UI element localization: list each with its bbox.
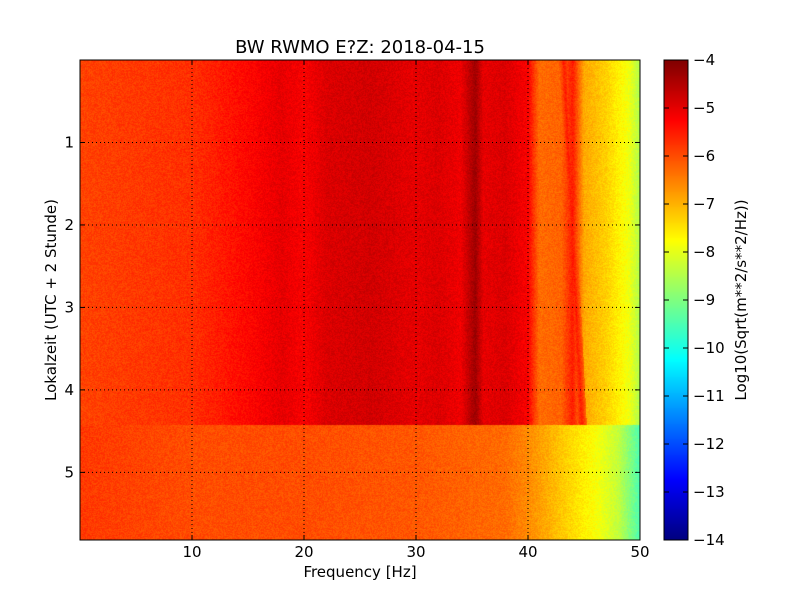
- spectrogram-heatmap: [80, 60, 640, 540]
- chart-title: BW RWMO E?Z: 2018-04-15: [235, 37, 485, 58]
- y-axis: 1 2 3 4 5: [64, 133, 640, 481]
- y-tick-label: 5: [64, 463, 74, 481]
- colorbar-tick-label: −8: [693, 243, 715, 261]
- y-tick-label: 4: [64, 381, 74, 399]
- x-tick-label: 20: [294, 543, 313, 561]
- y-axis-label: Lokalzeit (UTC + 2 Stunde): [42, 199, 60, 401]
- colorbar-label: Log10(Sqrt(m**2/s**2/Hz)): [732, 199, 750, 400]
- colorbar-tick-label: −14: [693, 531, 725, 549]
- colorbar-tick-label: −13: [693, 483, 725, 501]
- colorbar-tick-label: −10: [693, 339, 725, 357]
- x-tick-label: 50: [630, 543, 649, 561]
- x-tick-label: 30: [406, 543, 425, 561]
- x-axis-label: Frequency [Hz]: [303, 563, 416, 581]
- y-tick-label: 3: [64, 298, 74, 316]
- colorbar-tick-label: −6: [693, 147, 715, 165]
- colorbar-tick-label: −12: [693, 435, 725, 453]
- x-tick-label: 40: [518, 543, 537, 561]
- x-tick-label: 10: [182, 543, 201, 561]
- colorbar-tick-label: −11: [693, 387, 725, 405]
- colorbar-tick-label: −4: [693, 51, 715, 69]
- colorbar-tick-label: −5: [693, 99, 715, 117]
- y-tick-label: 2: [64, 216, 74, 234]
- colorbar-tick-label: −7: [693, 195, 715, 213]
- colorbar: −4 −5 −6 −7 −8 −9 −10 −11 −12 −13 −14: [663, 51, 725, 549]
- colorbar-tick-label: −9: [693, 291, 715, 309]
- plot-frame: [79, 59, 641, 541]
- spectrogram-plot-area: [79, 59, 641, 541]
- colorbar-ticks: −4 −5 −6 −7 −8 −9 −10 −11 −12 −13 −14: [664, 51, 725, 549]
- x-axis: 10 20 30 40 50: [182, 60, 650, 561]
- y-tick-label: 1: [64, 133, 74, 151]
